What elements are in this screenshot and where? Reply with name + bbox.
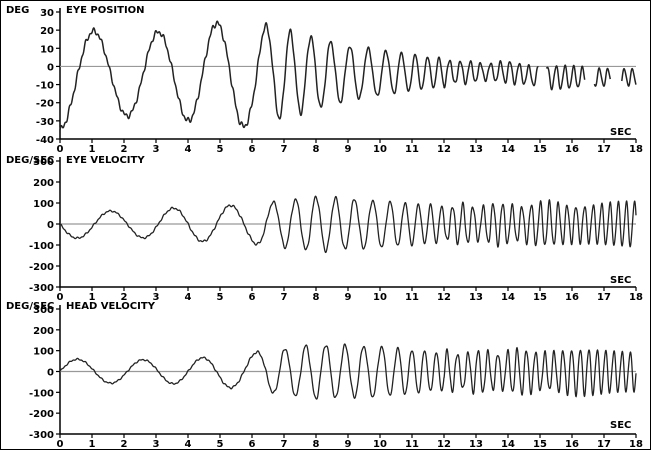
panel1-ylabel: DEG bbox=[6, 5, 29, 16]
x-tick-label: 10 bbox=[373, 439, 387, 450]
x-tick-label: 1 bbox=[89, 144, 96, 155]
y-tick-label: 200 bbox=[33, 326, 54, 337]
y-tick-label: -300 bbox=[29, 430, 54, 441]
x-tick-label: 3 bbox=[153, 439, 160, 450]
x-tick-label: 13 bbox=[469, 439, 483, 450]
x-tick-label: 13 bbox=[469, 144, 483, 155]
y-tick-label: -100 bbox=[29, 241, 54, 252]
x-tick-label: 15 bbox=[533, 292, 547, 303]
x-tick-label: 17 bbox=[597, 292, 611, 303]
x-tick-label: 8 bbox=[313, 439, 320, 450]
panel2-axes bbox=[60, 157, 636, 287]
panel3-y-ticks: 300 200 100 0 -100 -200 -300 bbox=[29, 305, 60, 441]
y-tick-label: 10 bbox=[40, 44, 54, 55]
panel2-title: EYE VELOCITY bbox=[66, 155, 145, 166]
panel3-title: HEAD VELOCITY bbox=[66, 301, 156, 312]
y-tick-label: 0 bbox=[47, 62, 54, 73]
x-tick-label: 11 bbox=[405, 144, 419, 155]
x-tick-label: 16 bbox=[565, 144, 579, 155]
panel1-xlabel: SEC bbox=[610, 127, 631, 138]
x-tick-label: 5 bbox=[217, 292, 224, 303]
x-tick-label: 9 bbox=[345, 439, 352, 450]
x-tick-label: 6 bbox=[249, 292, 256, 303]
x-tick-label: 9 bbox=[345, 292, 352, 303]
x-tick-label: 4 bbox=[185, 292, 192, 303]
x-tick-label: 14 bbox=[501, 292, 515, 303]
panel2-xlabel: SEC bbox=[610, 275, 631, 286]
y-tick-label: 20 bbox=[40, 26, 54, 37]
x-tick-label: 3 bbox=[153, 144, 160, 155]
x-tick-label: 7 bbox=[281, 439, 288, 450]
panel2-y-ticks: 300 200 100 0 -100 -200 -300 bbox=[29, 157, 60, 294]
panel1-eye-position-trace bbox=[60, 21, 636, 130]
x-tick-label: 11 bbox=[405, 439, 419, 450]
y-tick-label: 100 bbox=[33, 347, 54, 358]
y-tick-label: 300 bbox=[33, 157, 54, 168]
x-tick-label: 16 bbox=[565, 439, 579, 450]
x-tick-label: 15 bbox=[533, 439, 547, 450]
x-tick-label: 12 bbox=[437, 439, 451, 450]
panel1-y-ticks: 30 20 10 0 -10 -20 -30 -40 bbox=[36, 8, 60, 146]
x-tick-label: 9 bbox=[345, 144, 352, 155]
x-tick-label: 15 bbox=[533, 144, 547, 155]
panel1-x-ticks: 0 1 2 3 4 5 6 7 8 9 10 11 12 13 14 15 16 17 18 bbox=[57, 139, 643, 155]
x-tick-label: 4 bbox=[185, 439, 192, 450]
x-tick-label: 8 bbox=[313, 144, 320, 155]
panel3-xlabel: SEC bbox=[610, 420, 631, 431]
x-tick-label: 11 bbox=[405, 292, 419, 303]
y-tick-label: -200 bbox=[29, 409, 54, 420]
y-tick-label: -200 bbox=[29, 262, 54, 273]
x-tick-label: 6 bbox=[249, 144, 256, 155]
x-tick-label: 10 bbox=[373, 292, 387, 303]
y-tick-label: -30 bbox=[36, 117, 54, 128]
y-tick-label: 300 bbox=[33, 305, 54, 316]
x-tick-label: 2 bbox=[121, 144, 128, 155]
x-tick-label: 4 bbox=[185, 144, 192, 155]
x-tick-label: 16 bbox=[565, 292, 579, 303]
x-tick-label: 7 bbox=[281, 144, 288, 155]
x-tick-label: 0 bbox=[57, 439, 64, 450]
x-tick-label: 7 bbox=[281, 292, 288, 303]
y-tick-label: 200 bbox=[33, 178, 54, 189]
panel3-x-ticks: 0 1 2 3 4 5 6 7 8 9 10 11 12 13 14 15 16 17 18 bbox=[57, 434, 643, 450]
x-tick-label: 8 bbox=[313, 292, 320, 303]
x-tick-label: 2 bbox=[121, 439, 128, 450]
x-tick-label: 6 bbox=[249, 439, 256, 450]
x-tick-label: 17 bbox=[597, 439, 611, 450]
y-tick-label: -10 bbox=[36, 81, 54, 92]
x-tick-label: 1 bbox=[89, 439, 96, 450]
panel3-axes bbox=[60, 305, 636, 434]
x-tick-label: 0 bbox=[57, 292, 64, 303]
x-tick-label: 12 bbox=[437, 292, 451, 303]
y-tick-label: 30 bbox=[40, 8, 54, 19]
panel-eye-velocity: DEG/SEC EYE VELOCITY SEC 3002001000-100-… bbox=[6, 155, 643, 303]
x-tick-label: 12 bbox=[437, 144, 451, 155]
x-tick-label: 18 bbox=[629, 144, 643, 155]
x-tick-label: 0 bbox=[57, 144, 64, 155]
y-tick-label: -100 bbox=[29, 388, 54, 399]
y-tick-label: 0 bbox=[47, 368, 54, 379]
panel1-title: EYE POSITION bbox=[66, 5, 145, 16]
x-tick-label: 5 bbox=[217, 144, 224, 155]
x-tick-label: 14 bbox=[501, 439, 515, 450]
x-tick-label: 13 bbox=[469, 292, 483, 303]
x-tick-label: 14 bbox=[501, 144, 515, 155]
panel-head-velocity: DEG/SEC HEAD VELOCITY SEC 3002001000-100… bbox=[6, 301, 643, 450]
x-tick-label: 18 bbox=[629, 292, 643, 303]
x-tick-label: 18 bbox=[629, 439, 643, 450]
x-tick-label: 17 bbox=[597, 144, 611, 155]
panel-eye-position: DEG EYE POSITION SEC 3020100-10-20-30-40… bbox=[6, 5, 643, 155]
y-tick-label: 0 bbox=[47, 220, 54, 231]
y-tick-label: -300 bbox=[29, 283, 54, 294]
y-tick-label: -40 bbox=[36, 135, 54, 146]
y-tick-label: 100 bbox=[33, 199, 54, 210]
x-tick-label: 10 bbox=[373, 144, 387, 155]
x-tick-label: 5 bbox=[217, 439, 224, 450]
y-tick-label: -20 bbox=[36, 99, 54, 110]
